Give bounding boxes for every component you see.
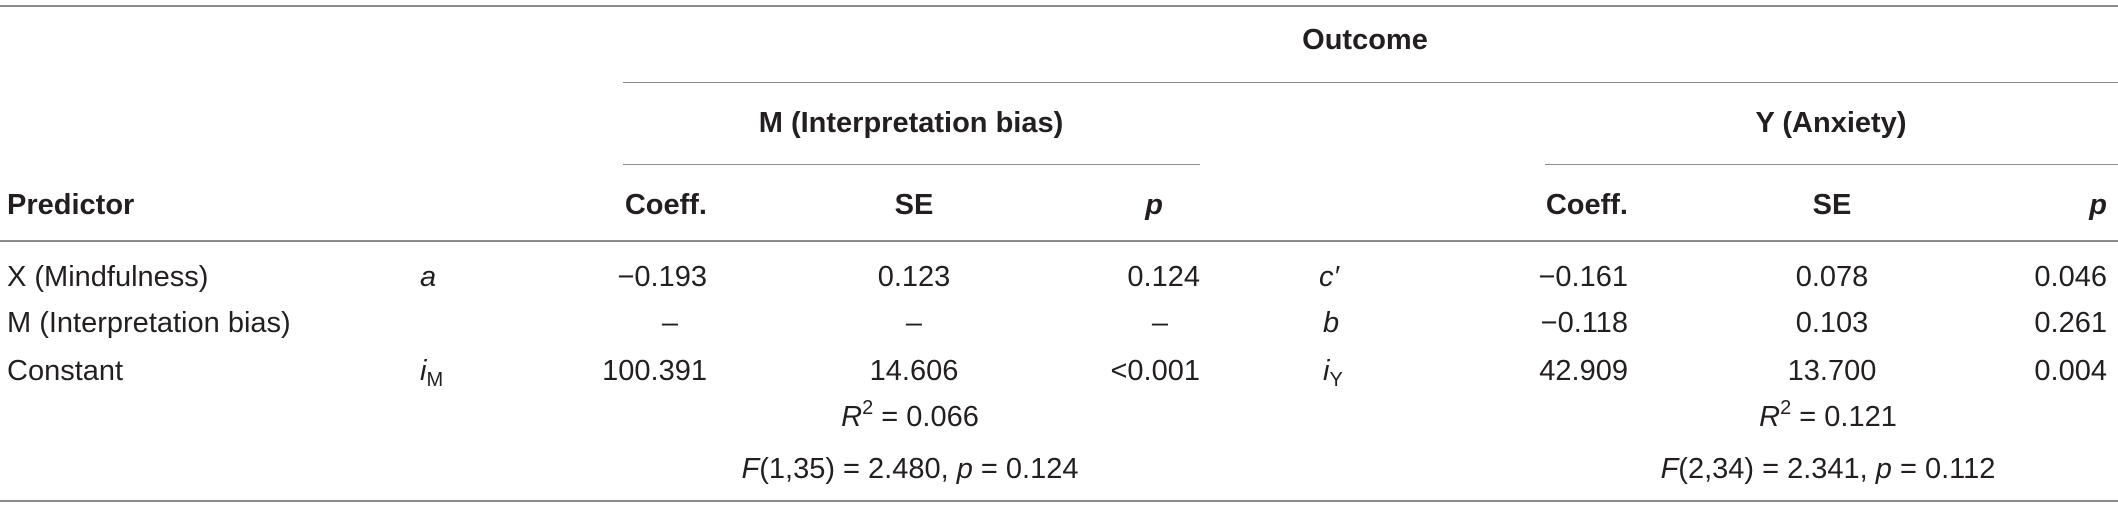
row-predictor: Constant xyxy=(7,355,124,387)
row-y-path: b xyxy=(1323,307,1340,339)
row-y-p: 0.261 xyxy=(2034,307,2107,339)
top-rule xyxy=(0,5,2118,7)
bottom-rule xyxy=(0,500,2118,502)
group-y-underline xyxy=(1545,164,2118,165)
row-y-p: 0.046 xyxy=(2034,261,2107,293)
header-predictor: Predictor xyxy=(7,189,135,221)
header-m-se: SE xyxy=(894,189,934,221)
row-m-se: – xyxy=(905,307,923,339)
outcome-underline xyxy=(623,82,2118,83)
row-m-path: iM xyxy=(420,355,444,391)
row-y-coeff: 42.909 xyxy=(1539,355,1628,387)
row-y-se: 0.078 xyxy=(1795,261,1869,293)
fit-y-f: F(2,34) = 2.341, p = 0.112 xyxy=(1660,453,1996,485)
fit-m-r2: R2 = 0.066 xyxy=(841,397,979,433)
header-group-y: Y (Anxiety) xyxy=(1755,107,1907,139)
row-y-coeff: −0.118 xyxy=(1540,307,1628,339)
row-m-coeff: 100.391 xyxy=(602,355,707,387)
row-predictor: X (Mindfulness) xyxy=(7,261,209,293)
header-rule xyxy=(0,240,2118,242)
row-m-p: 0.124 xyxy=(1127,261,1200,293)
row-y-coeff: −0.161 xyxy=(1538,261,1628,293)
row-m-coeff: −0.193 xyxy=(617,261,707,293)
row-m-path: a xyxy=(420,261,437,293)
header-y-coeff: Coeff. xyxy=(1545,189,1628,221)
row-y-p: 0.004 xyxy=(2034,355,2107,387)
row-y-se: 0.103 xyxy=(1795,307,1869,339)
row-predictor: M (Interpretation bias) xyxy=(7,307,291,339)
row-m-p: – xyxy=(1151,307,1169,339)
row-m-se: 0.123 xyxy=(877,261,951,293)
row-y-path: iY xyxy=(1323,355,1343,391)
row-y-path: c′ xyxy=(1319,261,1339,293)
header-group-m: M (Interpretation bias) xyxy=(758,107,1064,139)
header-y-se: SE xyxy=(1812,189,1852,221)
row-m-coeff: – xyxy=(661,307,679,339)
fit-m-f: F(1,35) = 2.480, p = 0.124 xyxy=(741,453,1079,485)
group-m-underline xyxy=(623,164,1200,165)
row-m-se: 14.606 xyxy=(869,355,959,387)
row-y-se: 13.700 xyxy=(1787,355,1877,387)
row-m-p: <0.001 xyxy=(1110,355,1200,387)
fit-y-r2: R2 = 0.121 xyxy=(1759,397,1897,433)
header-m-coeff: Coeff. xyxy=(624,189,707,221)
header-m-p: p xyxy=(1145,189,1163,221)
header-y-p: p xyxy=(2089,189,2107,221)
header-outcome: Outcome xyxy=(1302,24,1428,56)
